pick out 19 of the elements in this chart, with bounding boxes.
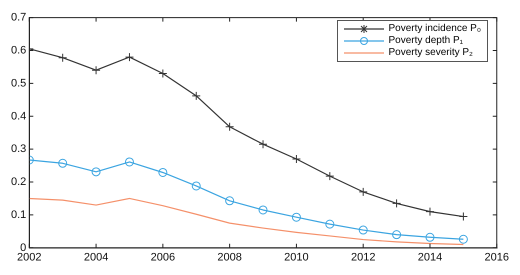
legend-label: Poverty incidence P₀ xyxy=(388,23,481,35)
x-tick-label: 2010 xyxy=(284,251,309,264)
x-tick-label: 2014 xyxy=(418,251,442,264)
x-tick-label: 2004 xyxy=(84,251,108,264)
x-tick-label: 2006 xyxy=(150,251,176,264)
x-tick-label: 2012 xyxy=(350,251,376,264)
x-tick-label: 2008 xyxy=(217,251,242,264)
x-tick-label: 2016 xyxy=(484,251,510,264)
legend-label: Poverty depth P₁ xyxy=(388,35,463,47)
y-tick-label: 0.2 xyxy=(10,176,26,188)
legend-label: Poverty severity P₂ xyxy=(388,47,473,59)
y-tick-label: 0.4 xyxy=(10,110,26,122)
x-tick-label: 2002 xyxy=(17,251,42,264)
y-tick-label: 0 xyxy=(20,242,26,254)
y-tick-label: 0.3 xyxy=(10,143,26,156)
y-tick-label: 0.1 xyxy=(10,208,26,221)
y-tick-label: 0.7 xyxy=(10,12,26,24)
y-tick-label: 0.5 xyxy=(10,77,26,90)
y-tick-label: 0.6 xyxy=(10,44,26,57)
